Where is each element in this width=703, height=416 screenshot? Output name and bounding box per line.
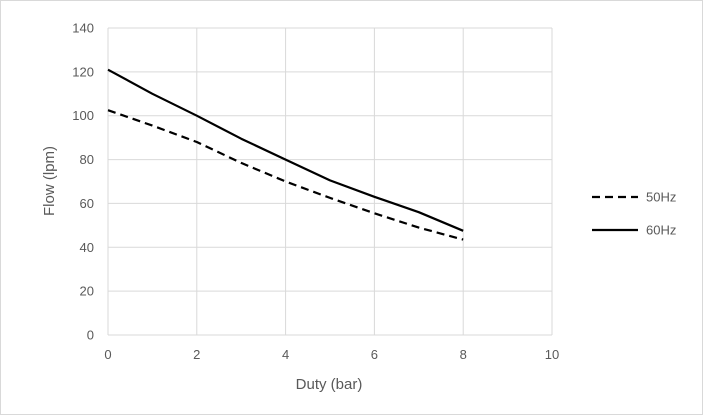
x-tick-label-4: 8 — [460, 347, 467, 362]
series-line-50hz — [107, 109, 464, 241]
x-tick-label-1: 2 — [193, 347, 200, 362]
x-tick-label-2: 4 — [282, 347, 289, 362]
legend: 50Hz 60Hz — [592, 190, 676, 238]
y-tick-label-5: 100 — [72, 108, 94, 123]
y-tick-label-4: 80 — [80, 152, 94, 167]
series-line-60hz — [107, 68, 464, 232]
y-tick-label-6: 120 — [72, 64, 94, 79]
legend-label-60hz: 60Hz — [646, 223, 676, 238]
y-axis-title: Flow (lpm) — [41, 146, 58, 216]
gridlines — [107, 27, 553, 336]
legend-label-50hz: 50Hz — [646, 190, 676, 205]
x-axis-title: Duty (bar) — [296, 376, 363, 393]
x-tick-labels: 0 2 4 6 8 10 — [104, 347, 559, 362]
y-tick-label-0: 0 — [87, 328, 94, 343]
x-tick-label-0: 0 — [104, 347, 111, 362]
y-tick-label-7: 140 — [72, 21, 94, 36]
series-layer — [107, 68, 464, 241]
y-tick-label-3: 60 — [80, 196, 94, 211]
x-tick-label-3: 6 — [371, 347, 378, 362]
y-tick-label-2: 40 — [80, 240, 94, 255]
x-tick-label-5: 10 — [545, 347, 559, 362]
y-tick-labels: 0 20 40 60 80 100 120 140 — [72, 21, 94, 343]
y-tick-label-1: 20 — [80, 284, 94, 299]
